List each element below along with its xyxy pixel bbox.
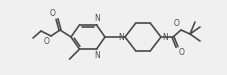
Text: N: N — [118, 32, 124, 41]
Text: N: N — [94, 51, 100, 60]
Text: N: N — [94, 14, 100, 23]
Text: O: O — [44, 37, 50, 46]
Text: O: O — [49, 9, 55, 18]
Text: N: N — [162, 32, 168, 41]
Text: O: O — [174, 19, 180, 28]
Text: O: O — [179, 48, 185, 57]
